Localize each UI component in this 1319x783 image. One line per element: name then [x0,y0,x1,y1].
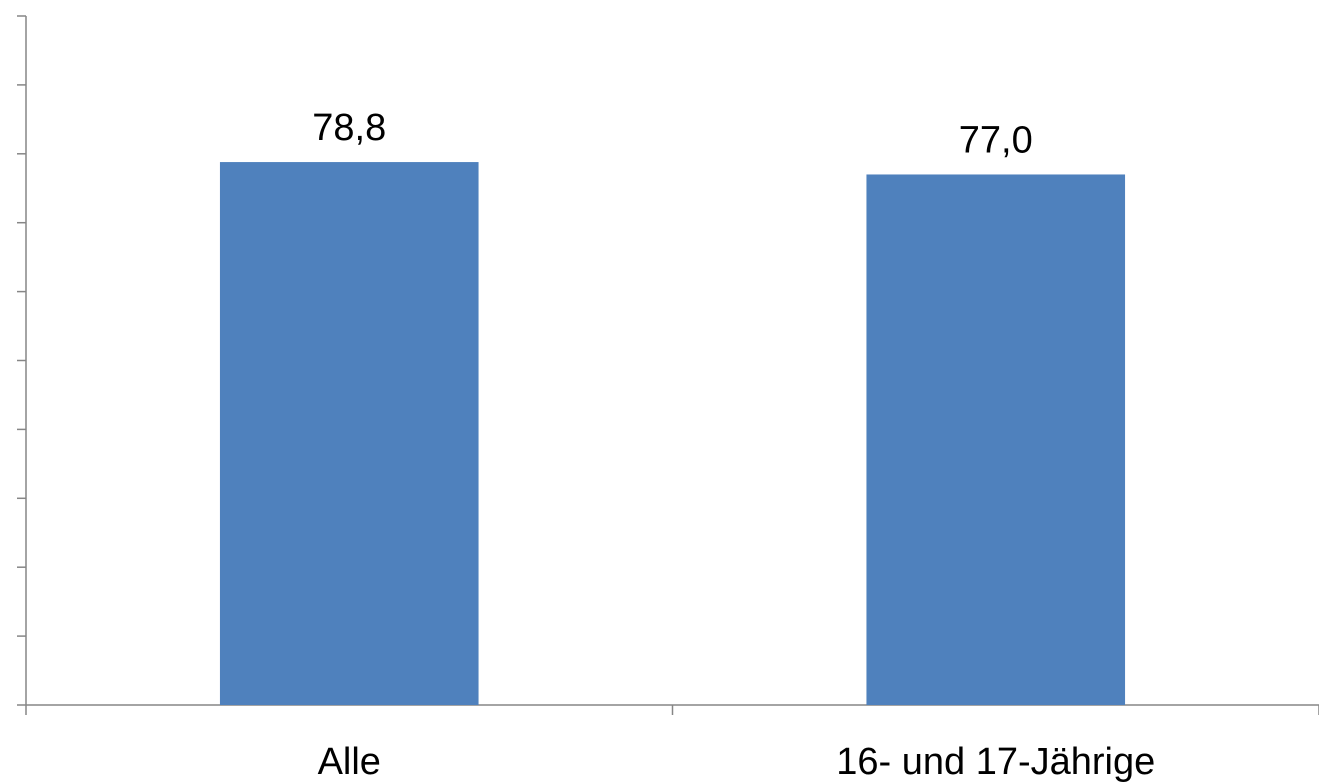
bar-series [219,162,1126,706]
x-axis-ticks [25,705,1319,715]
data-labels: 78,8 77,0 [312,107,1032,161]
x-tick-labels: Alle 16- und 17-Jährige [318,741,1156,783]
x-tick-label-2: 16- und 17-Jährige [836,741,1155,783]
y-axis-ticks [17,15,26,706]
bar-2 [866,174,1126,706]
data-label-1: 78,8 [312,107,386,149]
x-tick-label-1: Alle [318,741,381,783]
data-label-2: 77,0 [959,119,1033,161]
bar-1 [219,162,479,705]
